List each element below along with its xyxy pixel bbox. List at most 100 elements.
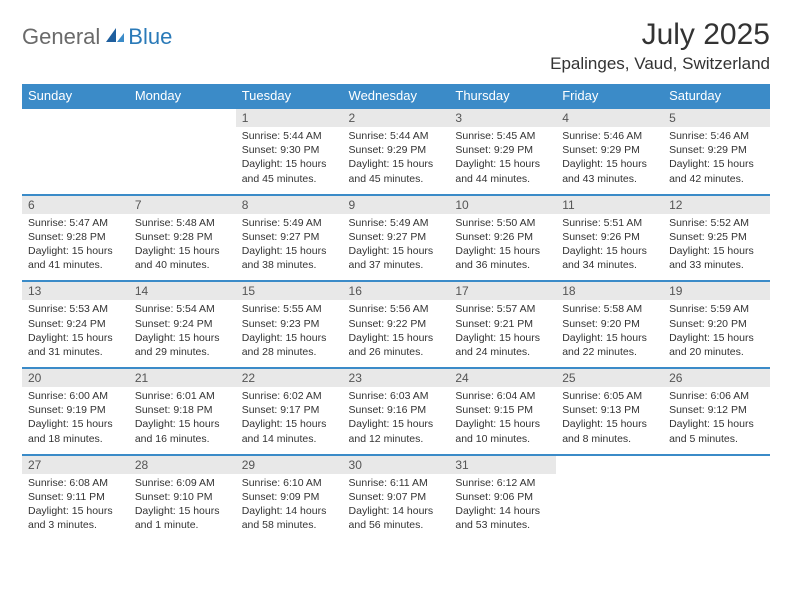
day-details: Sunrise: 6:00 AMSunset: 9:19 PMDaylight:… [22, 387, 129, 454]
calendar-day-cell: 27Sunrise: 6:08 AMSunset: 9:11 PMDayligh… [22, 455, 129, 541]
weekday-header: Thursday [449, 84, 556, 108]
title-block: July 2025 Epalinges, Vaud, Switzerland [550, 18, 770, 74]
day-details: Sunrise: 5:49 AMSunset: 9:27 PMDaylight:… [343, 214, 450, 281]
day-number: 29 [236, 456, 343, 474]
day-details: Sunrise: 5:56 AMSunset: 9:22 PMDaylight:… [343, 300, 450, 367]
day-number: 4 [556, 109, 663, 127]
day-number: 15 [236, 282, 343, 300]
calendar-day-cell: 22Sunrise: 6:02 AMSunset: 9:17 PMDayligh… [236, 368, 343, 455]
calendar-week-row: 6Sunrise: 5:47 AMSunset: 9:28 PMDaylight… [22, 195, 770, 282]
weekday-header: Sunday [22, 84, 129, 108]
day-number: 22 [236, 369, 343, 387]
day-details: Sunrise: 6:04 AMSunset: 9:15 PMDaylight:… [449, 387, 556, 454]
day-number: 19 [663, 282, 770, 300]
location-text: Epalinges, Vaud, Switzerland [550, 54, 770, 74]
day-number: 1 [236, 109, 343, 127]
day-details: Sunrise: 5:48 AMSunset: 9:28 PMDaylight:… [129, 214, 236, 281]
day-number: 23 [343, 369, 450, 387]
brand-logo: General Blue [22, 24, 172, 50]
day-number: 17 [449, 282, 556, 300]
calendar-day-cell: 23Sunrise: 6:03 AMSunset: 9:16 PMDayligh… [343, 368, 450, 455]
day-details: Sunrise: 6:02 AMSunset: 9:17 PMDaylight:… [236, 387, 343, 454]
day-number: 11 [556, 196, 663, 214]
day-number: 13 [22, 282, 129, 300]
day-details: Sunrise: 6:05 AMSunset: 9:13 PMDaylight:… [556, 387, 663, 454]
weekday-header: Saturday [663, 84, 770, 108]
day-number: 26 [663, 369, 770, 387]
day-number: 18 [556, 282, 663, 300]
day-details: Sunrise: 5:47 AMSunset: 9:28 PMDaylight:… [22, 214, 129, 281]
calendar-table: SundayMondayTuesdayWednesdayThursdayFrid… [22, 84, 770, 540]
calendar-day-cell [663, 455, 770, 541]
calendar-day-cell: 15Sunrise: 5:55 AMSunset: 9:23 PMDayligh… [236, 281, 343, 368]
calendar-week-row: 27Sunrise: 6:08 AMSunset: 9:11 PMDayligh… [22, 455, 770, 541]
calendar-day-cell [22, 108, 129, 195]
day-details: Sunrise: 6:12 AMSunset: 9:06 PMDaylight:… [449, 474, 556, 541]
day-details: Sunrise: 6:09 AMSunset: 9:10 PMDaylight:… [129, 474, 236, 541]
day-number: 8 [236, 196, 343, 214]
day-details: Sunrise: 5:50 AMSunset: 9:26 PMDaylight:… [449, 214, 556, 281]
day-number: 2 [343, 109, 450, 127]
calendar-day-cell: 18Sunrise: 5:58 AMSunset: 9:20 PMDayligh… [556, 281, 663, 368]
day-details: Sunrise: 5:51 AMSunset: 9:26 PMDaylight:… [556, 214, 663, 281]
calendar-day-cell: 17Sunrise: 5:57 AMSunset: 9:21 PMDayligh… [449, 281, 556, 368]
calendar-day-cell: 19Sunrise: 5:59 AMSunset: 9:20 PMDayligh… [663, 281, 770, 368]
calendar-day-cell: 29Sunrise: 6:10 AMSunset: 9:09 PMDayligh… [236, 455, 343, 541]
day-details: Sunrise: 5:52 AMSunset: 9:25 PMDaylight:… [663, 214, 770, 281]
day-number: 10 [449, 196, 556, 214]
weekday-header-row: SundayMondayTuesdayWednesdayThursdayFrid… [22, 84, 770, 108]
day-number: 5 [663, 109, 770, 127]
page-header: General Blue July 2025 Epalinges, Vaud, … [22, 18, 770, 74]
calendar-day-cell: 2Sunrise: 5:44 AMSunset: 9:29 PMDaylight… [343, 108, 450, 195]
calendar-body: 1Sunrise: 5:44 AMSunset: 9:30 PMDaylight… [22, 108, 770, 540]
day-number: 31 [449, 456, 556, 474]
calendar-day-cell: 9Sunrise: 5:49 AMSunset: 9:27 PMDaylight… [343, 195, 450, 282]
calendar-day-cell: 1Sunrise: 5:44 AMSunset: 9:30 PMDaylight… [236, 108, 343, 195]
day-number: 28 [129, 456, 236, 474]
day-details: Sunrise: 5:45 AMSunset: 9:29 PMDaylight:… [449, 127, 556, 194]
day-details: Sunrise: 6:06 AMSunset: 9:12 PMDaylight:… [663, 387, 770, 454]
calendar-day-cell: 13Sunrise: 5:53 AMSunset: 9:24 PMDayligh… [22, 281, 129, 368]
weekday-header: Friday [556, 84, 663, 108]
day-details: Sunrise: 5:54 AMSunset: 9:24 PMDaylight:… [129, 300, 236, 367]
day-details: Sunrise: 5:44 AMSunset: 9:29 PMDaylight:… [343, 127, 450, 194]
calendar-week-row: 1Sunrise: 5:44 AMSunset: 9:30 PMDaylight… [22, 108, 770, 195]
calendar-day-cell: 20Sunrise: 6:00 AMSunset: 9:19 PMDayligh… [22, 368, 129, 455]
day-details: Sunrise: 5:53 AMSunset: 9:24 PMDaylight:… [22, 300, 129, 367]
calendar-day-cell: 31Sunrise: 6:12 AMSunset: 9:06 PMDayligh… [449, 455, 556, 541]
weekday-header: Tuesday [236, 84, 343, 108]
day-details: Sunrise: 6:08 AMSunset: 9:11 PMDaylight:… [22, 474, 129, 541]
brand-part2: Blue [128, 24, 172, 50]
calendar-day-cell [129, 108, 236, 195]
day-details: Sunrise: 5:44 AMSunset: 9:30 PMDaylight:… [236, 127, 343, 194]
calendar-day-cell: 26Sunrise: 6:06 AMSunset: 9:12 PMDayligh… [663, 368, 770, 455]
weekday-header: Monday [129, 84, 236, 108]
day-number: 24 [449, 369, 556, 387]
day-details: Sunrise: 6:01 AMSunset: 9:18 PMDaylight:… [129, 387, 236, 454]
day-details: Sunrise: 5:55 AMSunset: 9:23 PMDaylight:… [236, 300, 343, 367]
day-details: Sunrise: 5:59 AMSunset: 9:20 PMDaylight:… [663, 300, 770, 367]
day-number: 7 [129, 196, 236, 214]
brand-part1: General [22, 24, 100, 50]
calendar-week-row: 13Sunrise: 5:53 AMSunset: 9:24 PMDayligh… [22, 281, 770, 368]
day-number: 20 [22, 369, 129, 387]
day-number: 14 [129, 282, 236, 300]
day-number: 3 [449, 109, 556, 127]
calendar-day-cell [556, 455, 663, 541]
calendar-day-cell: 21Sunrise: 6:01 AMSunset: 9:18 PMDayligh… [129, 368, 236, 455]
calendar-day-cell: 25Sunrise: 6:05 AMSunset: 9:13 PMDayligh… [556, 368, 663, 455]
day-details: Sunrise: 5:46 AMSunset: 9:29 PMDaylight:… [556, 127, 663, 194]
day-number: 27 [22, 456, 129, 474]
day-details: Sunrise: 5:46 AMSunset: 9:29 PMDaylight:… [663, 127, 770, 194]
day-details: Sunrise: 5:57 AMSunset: 9:21 PMDaylight:… [449, 300, 556, 367]
day-details: Sunrise: 5:49 AMSunset: 9:27 PMDaylight:… [236, 214, 343, 281]
calendar-day-cell: 4Sunrise: 5:46 AMSunset: 9:29 PMDaylight… [556, 108, 663, 195]
calendar-day-cell: 24Sunrise: 6:04 AMSunset: 9:15 PMDayligh… [449, 368, 556, 455]
calendar-day-cell: 7Sunrise: 5:48 AMSunset: 9:28 PMDaylight… [129, 195, 236, 282]
month-title: July 2025 [550, 18, 770, 52]
day-number: 16 [343, 282, 450, 300]
day-details: Sunrise: 6:11 AMSunset: 9:07 PMDaylight:… [343, 474, 450, 541]
day-number: 9 [343, 196, 450, 214]
calendar-day-cell: 10Sunrise: 5:50 AMSunset: 9:26 PMDayligh… [449, 195, 556, 282]
calendar-day-cell: 28Sunrise: 6:09 AMSunset: 9:10 PMDayligh… [129, 455, 236, 541]
